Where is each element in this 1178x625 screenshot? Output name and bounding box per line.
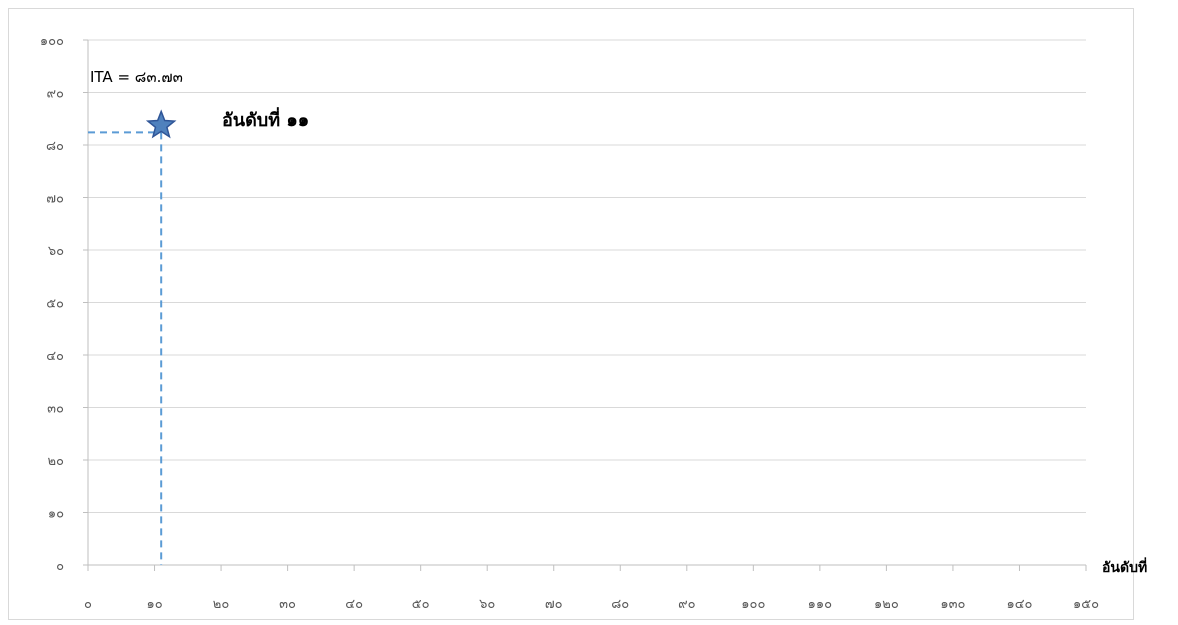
- x-tick-label: ๑๐๐: [741, 597, 765, 612]
- x-tick-label: ๑๔๐: [1006, 597, 1032, 612]
- x-tick-label: ๕๐: [412, 597, 430, 612]
- y-tick-label: ๘๐: [46, 139, 64, 154]
- x-tick-label: ๖๐: [479, 597, 495, 612]
- x-tick-label: ๑๕๐: [1073, 597, 1099, 612]
- x-tick-label: ๑๐: [146, 597, 162, 612]
- chart-frame: [8, 8, 1134, 620]
- x-tick-label: ๘๐: [611, 597, 629, 612]
- x-tick-label: ๙๐: [678, 597, 696, 612]
- axes: [83, 39, 1087, 571]
- rank-annotation: อันดับที่ ๑๑: [222, 107, 309, 131]
- value-annotation: ITA = ๘๓.๗๓: [90, 68, 183, 86]
- y-tick-label: ๓๐: [47, 402, 64, 417]
- x-tick-labels: ๐ ๑๐ ๒๐ ๓๐ ๔๐ ๕๐ ๖๐ ๗๐ ๘๐ ๙๐ ๑๐๐ ๑๑๐ ๑๒๐ ๑๓๐ ๑๔๐ ๑๕๐: [84, 597, 1099, 612]
- x-tick-label: ๓๐: [279, 597, 296, 612]
- y-tick-label: ๗๐: [46, 192, 64, 207]
- x-tick-label: ๑๑๐: [808, 597, 833, 612]
- y-tick-labels: ๐ ๑๐ ๒๐ ๓๐ ๔๐ ๕๐ ๖๐ ๗๐ ๘๐ ๙๐ ๑๐๐: [40, 34, 64, 574]
- x-axis-title: อันดับที่: [1102, 557, 1147, 576]
- y-tick-label: ๔๐: [46, 349, 64, 364]
- x-tick-label: ๔๐: [345, 597, 363, 612]
- x-tick-label: ๑๒๐: [874, 597, 899, 612]
- x-tick-label: ๗๐: [545, 597, 563, 612]
- x-tick-label: ๑๓๐: [940, 597, 965, 612]
- y-tick-label: ๑๐๐: [40, 34, 64, 49]
- star-marker: [145, 109, 177, 139]
- y-tick-label: ๒๐: [47, 454, 64, 469]
- guide-lines: [88, 131, 163, 565]
- data-points: [145, 109, 177, 139]
- grid-lines: [88, 39, 1086, 513]
- y-tick-label: ๑๐: [48, 507, 64, 522]
- x-tick-label: ๒๐: [213, 597, 230, 612]
- y-tick-label: ๖๐: [48, 244, 64, 259]
- y-tick-label: ๙๐: [47, 87, 65, 102]
- x-tick-label: ๐: [84, 597, 92, 612]
- y-tick-label: ๕๐: [46, 297, 64, 312]
- y-tick-label: ๐: [56, 559, 64, 574]
